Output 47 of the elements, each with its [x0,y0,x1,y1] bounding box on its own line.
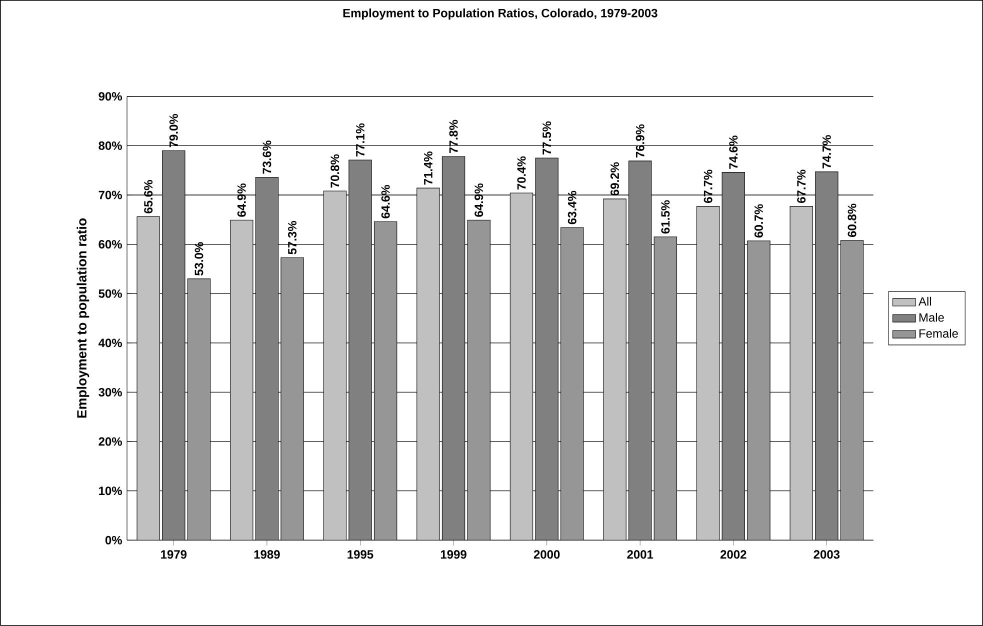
data-label: 63.4% [568,190,576,224]
data-label: 69.2% [610,162,620,196]
data-label: 53.0% [194,242,204,276]
data-label: 61.5% [661,200,670,234]
x-tick-label: 2003 [814,550,840,559]
data-label: 60.8% [848,204,856,238]
legend-label: Female [919,329,958,338]
chart-title: Employment to Population Ratios, Colorado, 1979-2003 [343,8,658,20]
y-axis-title: Employment to population ratio [76,218,90,418]
y-tick-label: 0% [105,536,122,544]
data-label: 64.9% [474,184,484,217]
y-tick-label: 30% [98,388,122,397]
data-label: 64.9% [237,184,246,217]
data-label: 74.7% [822,135,831,168]
y-tick-label: 10% [99,486,122,496]
x-tick-label: 2002 [720,550,746,559]
data-label: 77.1% [356,123,364,157]
data-label: 64.6% [381,185,390,218]
data-label: 70.8% [330,154,340,188]
legend-label: All [918,296,931,306]
x-tick-label: 2001 [627,550,654,559]
y-tick-label: 60% [98,240,122,249]
data-label: 79.0% [169,114,178,148]
y-tick-label: 50% [98,289,122,298]
y-tick-label: 70% [98,190,122,200]
data-label: 70.4% [517,156,526,190]
data-label: 65.6% [144,180,153,214]
data-label: 67.7% [797,170,806,204]
x-tick-label: 1989 [254,550,280,559]
data-label: 60.7% [754,204,763,238]
data-label: 73.6% [262,140,272,174]
x-tick-label: 1979 [161,550,187,559]
x-tick-label: 2000 [534,550,560,559]
legend-label: Male [919,312,944,322]
data-label: 77.5% [542,121,552,155]
x-tick-label: 1999 [440,550,466,559]
x-tick-label: 1995 [348,550,374,559]
y-tick-label: 40% [98,338,122,348]
data-label: 74.6% [729,136,738,169]
data-label: 67.7% [704,170,712,204]
data-label: 57.3% [288,221,297,254]
y-tick-label: 20% [98,437,122,446]
data-label: 77.8% [449,120,458,154]
y-tick-label: 90% [98,92,122,101]
data-label: 76.9% [636,124,644,158]
data-label: 71.4% [424,152,432,185]
y-tick-label: 80% [98,141,122,150]
